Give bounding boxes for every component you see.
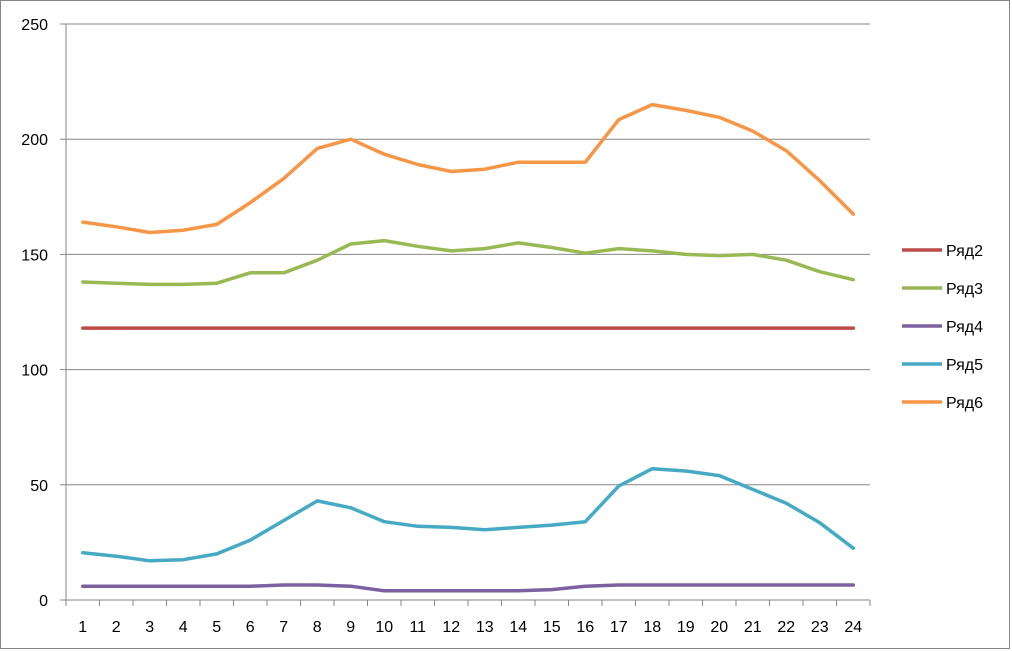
x-tick-label: 24 — [844, 619, 862, 636]
series-line-3 — [81, 583, 856, 593]
gridlines — [60, 23, 871, 606]
x-tick-label: 20 — [710, 619, 728, 636]
y-tick-label: 150 — [21, 247, 48, 264]
x-tick-label: 11 — [409, 619, 426, 636]
x-tick-label: 8 — [313, 619, 322, 636]
y-tick-labels: 0 50 100 150 200 250 — [21, 17, 48, 610]
legend-label: Ряд6 — [946, 395, 983, 412]
series-line-5 — [81, 102, 856, 235]
x-tick-label: 7 — [279, 619, 288, 636]
x-tick-label: 21 — [744, 619, 762, 636]
legend-label: Ряд5 — [946, 357, 983, 374]
x-tick-label: 9 — [346, 619, 355, 636]
legend-label: Ряд3 — [946, 281, 983, 298]
x-tick-label: 23 — [811, 619, 829, 636]
series-line-4 — [81, 466, 856, 563]
x-tick-label: 4 — [179, 619, 188, 636]
x-tick-label: 17 — [610, 619, 628, 636]
x-tick-label: 3 — [145, 619, 154, 636]
y-tick-label: 0 — [39, 593, 48, 610]
y-tick-label: 100 — [21, 363, 48, 380]
series-line-2 — [81, 238, 856, 287]
x-tick-label: 16 — [576, 619, 594, 636]
legend-label: Ряд2 — [946, 243, 983, 260]
x-tick-label: 14 — [509, 619, 527, 636]
x-tick-label: 13 — [476, 619, 494, 636]
x-tick-label: 6 — [246, 619, 255, 636]
y-tick-label: 50 — [30, 478, 48, 495]
legend: Ряд2 Ряд3 Ряд4 Ряд5 Ряд6 — [902, 243, 983, 412]
y-tick-label: 250 — [21, 17, 48, 34]
x-tick-label: 2 — [112, 619, 121, 636]
x-tick-label: 22 — [777, 619, 795, 636]
x-tick-label: 1 — [78, 619, 87, 636]
axes — [65, 24, 870, 601]
legend-label: Ряд4 — [946, 319, 983, 336]
x-tick-label: 19 — [677, 619, 695, 636]
y-tick-label: 200 — [21, 132, 48, 149]
series-lines — [81, 102, 856, 593]
x-tick-label: 10 — [375, 619, 393, 636]
x-tick-label: 15 — [543, 619, 561, 636]
x-tick-label: 12 — [442, 619, 460, 636]
x-tick-labels: 1 2 3 4 5 6 7 8 9 10 11 12 13 14 15 16 17 18 19 20 21 22 23 24 — [78, 619, 862, 636]
x-tick-label: 18 — [643, 619, 661, 636]
x-tick-label: 5 — [212, 619, 221, 636]
